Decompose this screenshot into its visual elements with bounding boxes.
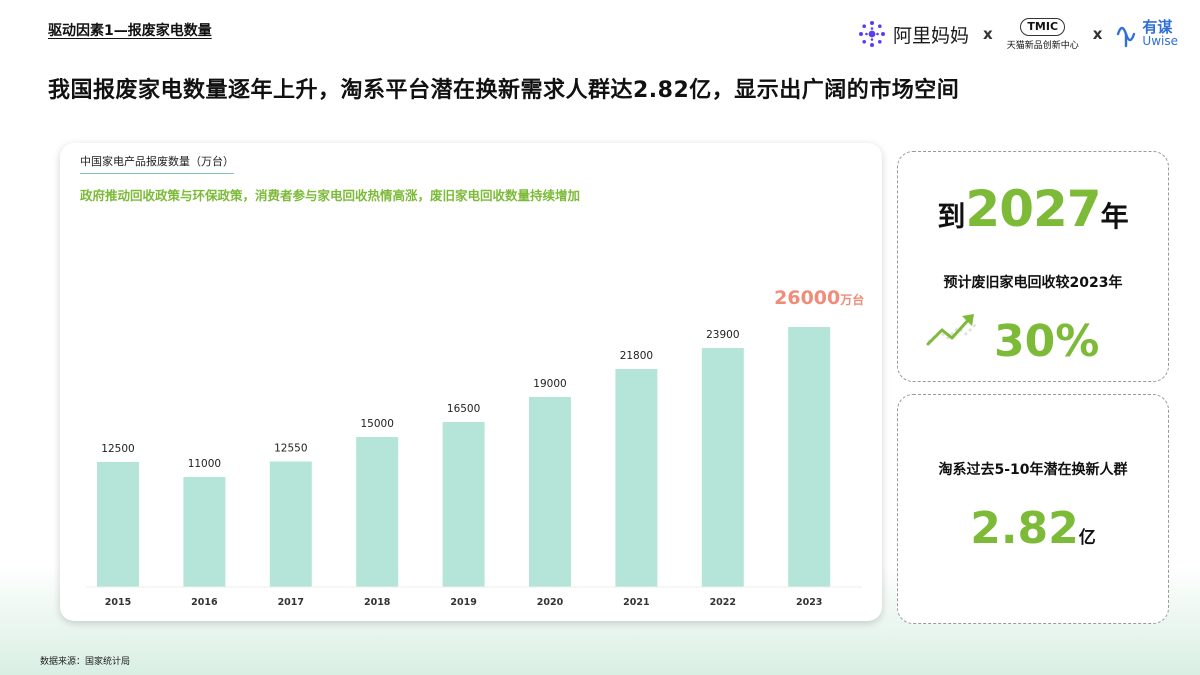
data-label-2019: 16500 (447, 403, 480, 415)
bar-2021 (615, 369, 658, 587)
partner-logos: 阿里妈妈 x TMIC 天猫新品创新中心 x 有谋 Uwise (857, 14, 1178, 54)
uwise-mark-icon (1117, 26, 1136, 48)
bar-2023 (788, 327, 831, 587)
forecast-prefix: 到 (937, 200, 966, 233)
x-tick-2016: 2016 (191, 597, 218, 608)
bar-2020 (529, 397, 571, 587)
tmic-badge: TMIC (1020, 17, 1066, 36)
users-card: 淘系过去5-10年潜在换新人群 2.82亿 (897, 394, 1169, 624)
x-tick-2015: 2015 (105, 597, 131, 608)
data-label-2021: 21800 (620, 350, 653, 362)
bar-2019 (442, 422, 485, 587)
data-label-2017: 12550 (274, 443, 307, 455)
data-label-2023: 26000万台 (774, 287, 864, 309)
forecast-card: 到2027年 预计废旧家电回收较2023年 30% (897, 151, 1169, 382)
headline: 我国报废家电数量逐年上升，淘系平台潜在换新需求人群达2.82亿，显示出广阔的市场… (48, 78, 960, 103)
section-title: 驱动因素1—报废家电数量 (48, 23, 212, 39)
alimama-name: 阿里妈妈 (893, 24, 970, 47)
tmic-logo: TMIC 天猫新品创新中心 (1006, 17, 1079, 51)
x-tick-2019: 2019 (450, 597, 476, 608)
bar-2018 (356, 437, 399, 587)
chart-title: 中国家电产品报废数量（万台） (80, 153, 234, 174)
chart-card: 中国家电产品报废数量（万台） 政府推动回收政策与环保政策，消费者参与家电回收热情… (60, 143, 882, 621)
data-source: 数据来源：国家统计局 (40, 657, 131, 667)
trend-up-icon (926, 314, 977, 346)
tmic-subtitle: 天猫新品创新中心 (1006, 40, 1079, 51)
uwise-name-cn: 有谋 (1142, 18, 1173, 36)
bar-2017 (269, 461, 312, 587)
forecast-description: 预计废旧家电回收较2023年 (943, 275, 1123, 291)
data-label-2020: 19000 (533, 378, 566, 390)
users-unit: 亿 (1078, 528, 1096, 548)
logo-separator: x (983, 25, 993, 43)
users-value-line: 2.82亿 (898, 503, 1168, 554)
bar-2022 (701, 348, 744, 587)
chart-subtitle: 政府推动回收政策与环保政策，消费者参与家电回收热情高涨，废旧家电回收数量持续增加 (80, 188, 581, 203)
users-value: 2.82 (970, 503, 1079, 554)
forecast-year: 2027 (965, 180, 1101, 238)
x-tick-2017: 2017 (278, 597, 304, 608)
x-tick-2022: 2022 (710, 597, 736, 608)
alimama-logo: 阿里妈妈 (857, 19, 969, 49)
alimama-mark-icon (859, 21, 886, 47)
forecast-percent: 30% (994, 316, 1100, 367)
x-tick-2020: 2020 (537, 597, 564, 608)
data-label-2018: 15000 (360, 418, 393, 430)
x-tick-2021: 2021 (623, 597, 649, 608)
bar-2016 (183, 477, 226, 587)
forecast-suffix: 年 (1100, 200, 1129, 233)
uwise-name-en: Uwise (1142, 34, 1178, 48)
data-label-2015: 12500 (101, 443, 134, 455)
data-label-2022: 23900 (706, 329, 739, 341)
bar-2015 (97, 462, 139, 587)
bar-chart: 12500 2015 11000 2016 12550 2017 15000 2018 1650… (86, 287, 864, 608)
x-tick-2023: 2023 (796, 597, 822, 608)
uwise-logo: 有谋 Uwise (1116, 20, 1178, 48)
forecast-year-line: 到2027年 (898, 180, 1168, 238)
users-description: 淘系过去5-10年潜在换新人群 (938, 462, 1128, 478)
x-tick-2018: 2018 (364, 597, 391, 608)
logo-separator: x (1092, 25, 1103, 43)
data-label-2016: 11000 (188, 458, 221, 470)
